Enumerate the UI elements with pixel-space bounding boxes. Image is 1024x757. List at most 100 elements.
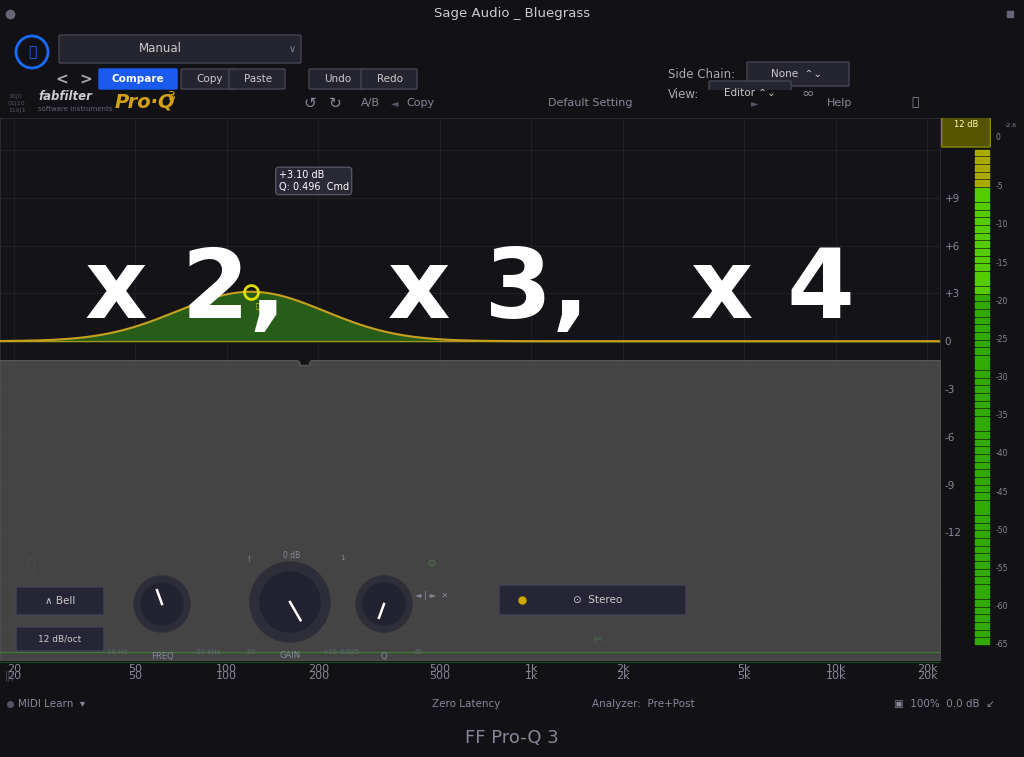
Bar <box>975 326 989 331</box>
Text: Default Setting: Default Setting <box>548 98 632 108</box>
Bar <box>975 447 989 453</box>
Text: ✂: ✂ <box>592 633 604 647</box>
Text: 0: 0 <box>996 132 1000 142</box>
Text: 40: 40 <box>414 649 423 655</box>
Bar <box>975 157 989 163</box>
Bar <box>975 638 989 644</box>
Bar <box>975 531 989 537</box>
Circle shape <box>134 576 190 632</box>
Bar <box>975 577 989 583</box>
Text: ◄: ◄ <box>391 98 398 108</box>
Bar <box>975 310 989 316</box>
Bar <box>975 524 989 529</box>
FancyBboxPatch shape <box>59 35 301 63</box>
Text: None  ⌃⌄: None ⌃⌄ <box>771 69 822 79</box>
Circle shape <box>260 572 319 632</box>
Text: ∞: ∞ <box>802 86 814 101</box>
Text: Side Chain:: Side Chain: <box>668 68 735 82</box>
Bar <box>975 539 989 545</box>
Text: 0 dB: 0 dB <box>284 552 301 560</box>
Bar <box>975 257 989 262</box>
Text: -30: -30 <box>245 649 256 655</box>
Text: 200: 200 <box>308 671 329 681</box>
Text: 500: 500 <box>429 671 451 681</box>
Text: -25: -25 <box>996 335 1009 344</box>
Text: ⚙: ⚙ <box>427 559 437 569</box>
Text: Paste: Paste <box>244 74 272 84</box>
Bar <box>975 600 989 606</box>
Text: ⏻: ⏻ <box>28 45 36 59</box>
Bar <box>975 569 989 575</box>
Text: 110|1: 110|1 <box>8 107 26 113</box>
Text: |||: ||| <box>5 671 15 681</box>
Bar <box>975 249 989 254</box>
Text: 2k: 2k <box>616 671 630 681</box>
Text: -60: -60 <box>996 602 1009 611</box>
Text: 100: 100 <box>216 671 238 681</box>
Bar <box>975 478 989 484</box>
Text: 12 dB: 12 dB <box>953 120 978 129</box>
Bar <box>975 180 989 186</box>
Text: Undo: Undo <box>325 74 351 84</box>
Text: ∨: ∨ <box>289 44 296 54</box>
Text: 1: 1 <box>340 555 344 561</box>
Bar <box>975 509 989 514</box>
Bar <box>975 554 989 560</box>
Bar <box>975 516 989 522</box>
Text: -30: -30 <box>996 373 1009 382</box>
Text: 0.025: 0.025 <box>340 649 360 655</box>
Bar <box>975 432 989 438</box>
Text: ⊙  Stereo: ⊙ Stereo <box>573 595 623 605</box>
Bar <box>975 623 989 629</box>
FancyBboxPatch shape <box>229 69 285 89</box>
Bar <box>975 241 989 247</box>
Text: 10|0: 10|0 <box>8 93 22 98</box>
Text: <: < <box>55 73 69 88</box>
FancyBboxPatch shape <box>746 62 849 86</box>
Text: Sage Audio _ Bluegrass: Sage Audio _ Bluegrass <box>434 8 590 20</box>
Bar <box>975 234 989 239</box>
Text: software instruments: software instruments <box>38 106 113 112</box>
Bar <box>975 371 989 377</box>
Bar <box>975 165 989 170</box>
FancyBboxPatch shape <box>181 69 237 89</box>
Text: -15: -15 <box>996 259 1009 267</box>
Text: -2.6: -2.6 <box>1005 123 1017 128</box>
FancyBboxPatch shape <box>309 69 365 89</box>
FancyBboxPatch shape <box>942 101 990 147</box>
Text: Redo: Redo <box>377 74 403 84</box>
Text: 3: 3 <box>167 89 175 102</box>
Text: 1k: 1k <box>524 671 538 681</box>
Bar <box>975 294 989 301</box>
Text: Copy: Copy <box>406 98 434 108</box>
Text: Manual: Manual <box>138 42 181 55</box>
Bar <box>975 188 989 194</box>
Bar <box>975 210 989 217</box>
Text: Pro·Q: Pro·Q <box>115 92 176 111</box>
Bar <box>975 562 989 568</box>
Bar <box>975 348 989 354</box>
Text: >: > <box>80 73 92 88</box>
Text: Zero Latency: Zero Latency <box>432 699 501 709</box>
Text: MIDI Learn  ▾: MIDI Learn ▾ <box>18 699 85 709</box>
Text: fabfilter: fabfilter <box>38 91 92 104</box>
Bar <box>975 287 989 293</box>
Text: 20: 20 <box>7 671 22 681</box>
Text: ∧ Bell: ∧ Bell <box>45 596 75 606</box>
Text: +30: +30 <box>323 649 338 655</box>
Text: ⛶: ⛶ <box>911 96 919 110</box>
Text: -55: -55 <box>996 564 1009 573</box>
Text: ►: ► <box>752 98 759 108</box>
Text: ◄ | ►  ✕: ◄ | ► ✕ <box>416 591 449 600</box>
Bar <box>975 203 989 209</box>
Bar <box>975 272 989 278</box>
Text: Analyzer:  Pre+Post: Analyzer: Pre+Post <box>592 699 694 709</box>
FancyBboxPatch shape <box>709 81 791 105</box>
Text: ·|·: ·|· <box>247 554 253 562</box>
Text: 20k: 20k <box>918 671 938 681</box>
Text: 30 kHz: 30 kHz <box>196 649 220 655</box>
Bar <box>975 608 989 613</box>
Bar <box>975 410 989 415</box>
Circle shape <box>141 583 183 625</box>
Text: -20: -20 <box>996 297 1009 306</box>
